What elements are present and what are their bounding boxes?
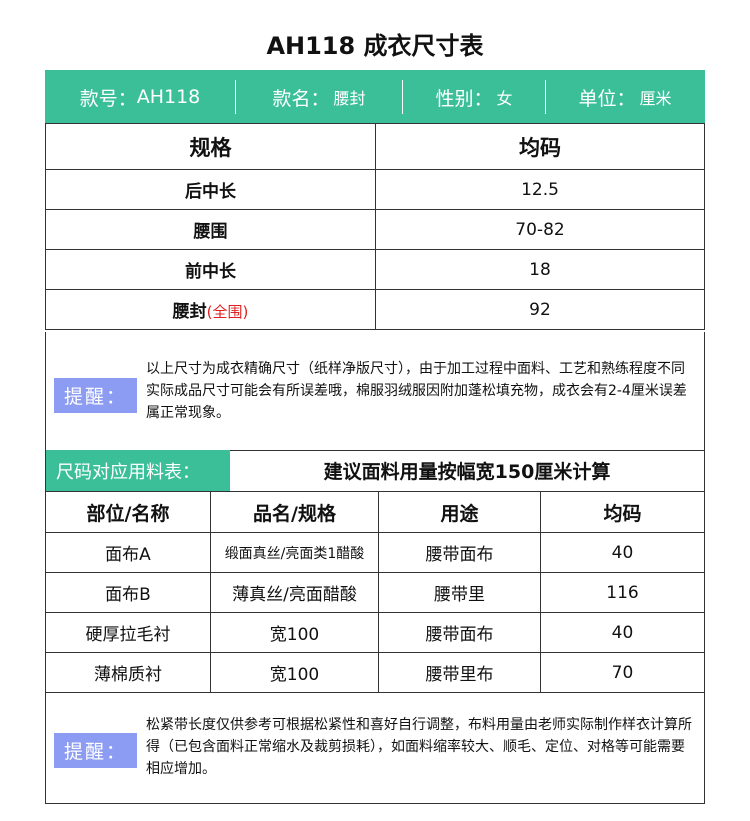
cell: 70: [540, 652, 705, 693]
cell: 腰带面布: [378, 532, 541, 573]
col-size: 均码: [540, 491, 705, 533]
cell: 40: [540, 612, 705, 653]
gender-value: 女: [496, 89, 513, 108]
row-label: 前中长: [45, 249, 376, 290]
cell: 腰带里: [378, 572, 541, 613]
cell: 面布B: [45, 572, 211, 613]
style-name-label: 款名：: [272, 87, 330, 110]
cell: 腰带里布: [378, 652, 541, 693]
unit-value: 厘米: [639, 89, 672, 108]
gender: 性别：女: [403, 70, 545, 124]
table-header: 规格 均码: [45, 123, 705, 170]
style-no: 款号： AH118: [45, 70, 235, 124]
col-use: 用途: [378, 491, 541, 533]
table-row: 硬厚拉毛衬 宽100 腰带面布 40: [45, 612, 705, 653]
row-label: 后中长: [45, 169, 376, 210]
row-value: 18: [375, 249, 705, 290]
cell: 面布A: [45, 532, 211, 573]
reminder-text: 松紧带长度仅供参考可根据松紧性和喜好自行调整，布料用量由老师实际制作样衣计算所得…: [146, 717, 692, 777]
cell: 缎面真丝/亮面类1醋酸: [210, 532, 379, 573]
cell: 薄棉质衬: [45, 652, 211, 693]
info-bar: 款号： AH118 款名： 腰封 性别：女 单位： 厘米: [45, 70, 705, 124]
row-value: 70-82: [375, 209, 705, 250]
cell: 116: [540, 572, 705, 613]
reminder-tag: 提醒：: [54, 733, 138, 768]
section-note: 建议面料用量按幅宽150厘米计算: [323, 461, 611, 483]
table-row: 薄棉质衬 宽100 腰带里布 70: [45, 652, 705, 693]
reminder-tag: 提醒：: [54, 378, 138, 413]
cell: 40: [540, 532, 705, 573]
table-row: 腰封(全围) 92: [45, 289, 705, 330]
row-value: 12.5: [375, 169, 705, 210]
size-table: 规格 均码 后中长 12.5 腰围 70-82 前中长 18 腰封(全围) 92: [45, 123, 705, 330]
divider: [545, 80, 546, 114]
cell: 宽100: [210, 612, 379, 653]
table-header: 部位/名称 品名/规格 用途 均码: [45, 491, 705, 533]
row-label: 腰围: [45, 209, 376, 250]
page-title: AH118 成衣尺寸表: [266, 32, 484, 60]
style-no-value: AH118: [136, 86, 201, 108]
row-value: 92: [375, 289, 705, 330]
style-name: 款名： 腰封: [236, 70, 402, 124]
style-no-label: 款号：: [79, 87, 137, 110]
reminder-text: 以上尺寸为成衣精确尺寸（纸样净版尺寸），由于加工过程中面料、工艺和熟练程度不同实…: [146, 361, 687, 421]
gender-label: 性别：: [435, 87, 493, 110]
row-note: (全围): [206, 303, 249, 321]
cell: 硬厚拉毛衬: [45, 612, 211, 653]
section-label: 尺码对应用料表：: [46, 450, 230, 491]
table-row: 面布B 薄真丝/亮面醋酸 腰带里 116: [45, 572, 705, 613]
table-row: 后中长 12.5: [45, 169, 705, 210]
row-label: 腰封(全围): [45, 289, 376, 330]
unit: 单位： 厘米: [546, 70, 704, 124]
material-section-header: 尺码对应用料表： 建议面料用量按幅宽150厘米计算: [45, 450, 705, 491]
style-name-value: 腰封: [333, 89, 366, 108]
unit-label: 单位：: [578, 87, 636, 110]
col-size: 均码: [375, 123, 705, 170]
reminder-box-2: 提醒： 松紧带长度仅供参考可根据松紧性和喜好自行调整，布料用量由老师实际制作样衣…: [45, 690, 705, 804]
material-table: 部位/名称 品名/规格 用途 均码 面布A 缎面真丝/亮面类1醋酸 腰带面布 40 面…: [45, 491, 705, 693]
col-part: 部位/名称: [45, 491, 211, 533]
cell: 腰带面布: [378, 612, 541, 653]
col-spec: 品名/规格: [210, 491, 379, 533]
divider: [402, 80, 403, 114]
cell: 宽100: [210, 652, 379, 693]
table-row: 前中长 18: [45, 249, 705, 290]
reminder-box-1: 提醒： 以上尺寸为成衣精确尺寸（纸样净版尺寸），由于加工过程中面料、工艺和熟练程…: [45, 332, 705, 451]
col-spec: 规格: [45, 123, 376, 170]
divider: [235, 80, 236, 114]
table-row: 面布A 缎面真丝/亮面类1醋酸 腰带面布 40: [45, 532, 705, 573]
table-row: 腰围 70-82: [45, 209, 705, 250]
cell: 薄真丝/亮面醋酸: [210, 572, 379, 613]
